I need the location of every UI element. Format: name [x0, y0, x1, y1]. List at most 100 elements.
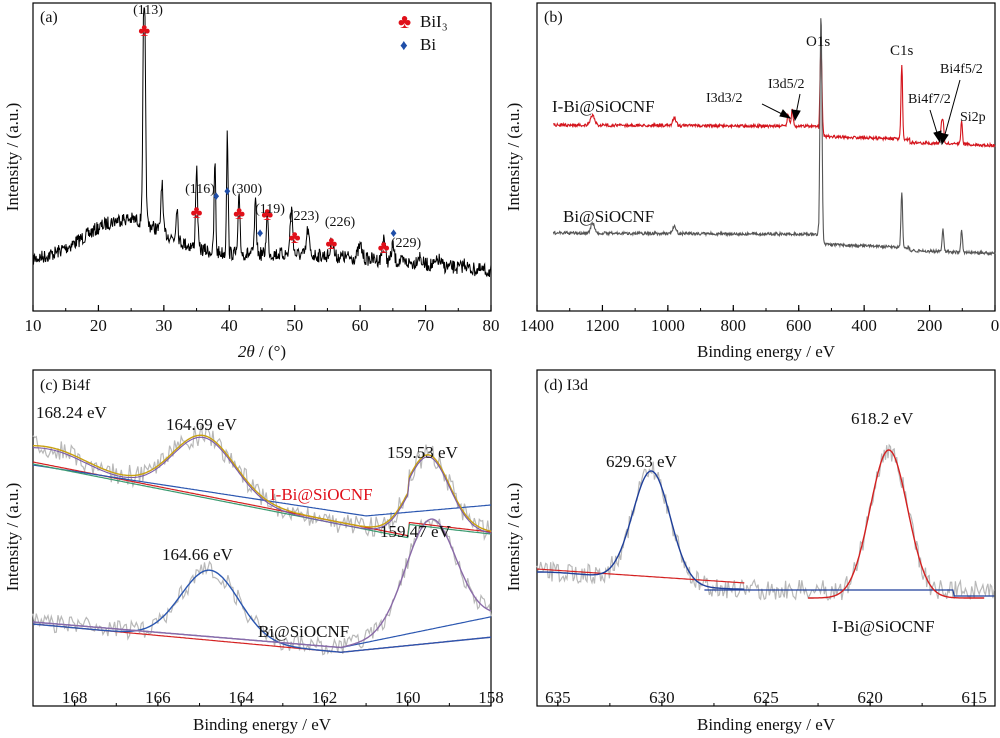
panel-a-x-ticks: 10 20 30 40 50 60 70 80: [25, 305, 500, 335]
x-tick-label: 164: [228, 688, 254, 707]
annot-bi4f52: Bi4f5/2: [940, 62, 983, 77]
panel-d-raw: [536, 443, 995, 602]
bii3-hkl-label: (223): [289, 209, 320, 224]
panel-b-ylabel: Intensity / (a.u.): [504, 103, 523, 212]
bii3-hkl-label: (119): [255, 202, 285, 217]
bii3-club-marker: ♣: [325, 233, 337, 253]
peak-label-164-69: 164.69 eV: [166, 415, 238, 434]
panel-c-fit-i-bi: [33, 434, 492, 532]
panel-c-bg-i-bi-green: [32, 463, 492, 539]
panel-a-legend: ♣ BiI₃ ♦ Bi: [398, 11, 448, 54]
panel-a-xlabel: 2θ / (°): [238, 342, 286, 361]
panel-d-series-label: I-Bi@SiOCNF: [832, 617, 935, 636]
x-tick-label: 1200: [585, 316, 619, 335]
bi-diamond-marker: ♦: [390, 225, 397, 240]
x-tick-label: 400: [851, 316, 877, 335]
bii3-hkl-label: (116): [185, 182, 215, 197]
x-tick-label: 10: [25, 316, 42, 335]
legend-bi-label: Bi: [420, 35, 436, 54]
x-tick-label: 158: [478, 688, 504, 707]
panel-d-fit-peak-618: [808, 449, 985, 599]
x-tick-label: 800: [721, 316, 747, 335]
annot-i3d32: I3d3/2: [706, 91, 743, 106]
x-tick-label: 630: [649, 688, 675, 707]
x-tick-label: 162: [312, 688, 338, 707]
panel-b-series-i-bi: [553, 47, 996, 148]
annot-o1s: O1s: [806, 34, 830, 50]
panel-c-fit-bi-peak2: [32, 518, 492, 649]
panel-d-label: (d) I3d: [544, 377, 588, 394]
panel-a-markers: ♣(113)♣(116)♣(300)♣(119)♣(223)♣(226)♣ (22…: [133, 3, 421, 257]
x-tick-label: 70: [417, 316, 434, 335]
panel-b-xlabel: Binding energy / eV: [697, 342, 836, 361]
x-tick-label: 20: [90, 316, 107, 335]
peak-label-164-66: 164.66 eV: [162, 545, 234, 564]
x-tick-label: 40: [221, 316, 238, 335]
x-tick-label: 30: [155, 316, 172, 335]
annot-i3d52: I3d5/2: [768, 77, 805, 92]
x-tick-label: 80: [483, 316, 500, 335]
bi-diamond-marker: ♦: [213, 188, 220, 203]
panel-c-raw-bi: [32, 518, 492, 656]
panel-d-background-red: [536, 568, 745, 584]
x-tick-label: 635: [545, 688, 571, 707]
panel-d-xlabel: Binding energy / eV: [697, 715, 836, 734]
bii3-club-marker: ♣: [378, 237, 390, 257]
bii3-hkl-label: (229): [391, 236, 422, 251]
bi-diamond-marker: ♦: [224, 183, 231, 198]
peak-label-159-47: 159.47 eV: [380, 522, 452, 541]
panel-b-series-label-i-bi: I-Bi@SiOCNF: [552, 97, 655, 116]
annot-si2p: Si2p: [960, 110, 986, 125]
annot-c1s: C1s: [890, 43, 914, 59]
bii3-club-marker: ♣: [138, 20, 150, 40]
peak-label-159-53: 159.53 eV: [387, 443, 459, 462]
x-tick-label: 60: [352, 316, 369, 335]
x-tick-label: 1000: [651, 316, 685, 335]
bii3-club-marker: ♣: [261, 204, 273, 224]
bii3-club-marker: ♣: [233, 203, 245, 223]
panel-b-series-label-bi: Bi@SiOCNF: [563, 207, 654, 226]
panel-c: (c) Bi4f 168 166 164 162 160 158 Binding ener…: [3, 369, 504, 734]
panel-a-xrd-line: [32, 7, 492, 278]
panel-a-ylabel: Intensity / (a.u.): [3, 103, 22, 212]
x-tick-label: 620: [857, 688, 883, 707]
panel-c-x-ticks: 168 166 164 162 160 158: [62, 688, 504, 707]
panel-a-label: (a): [40, 9, 58, 26]
panel-c-bg-i-bi-blue: [32, 464, 492, 517]
panel-c-ylabel: Intensity / (a.u.): [3, 483, 22, 592]
legend-bii3-label: BiI₃: [420, 12, 448, 31]
panel-d-frame: [536, 369, 996, 707]
panel-d: (d) I3d 635 630 625 620 615 Binding energy /…: [504, 369, 996, 734]
x-tick-label: 168: [62, 688, 88, 707]
peak-label-629-63: 629.63 eV: [606, 452, 678, 471]
x-tick-label: 166: [145, 688, 171, 707]
panel-c-series-label-bi: Bi@SiOCNF: [258, 622, 349, 641]
panel-c-fit-i-bi-inner: [33, 436, 492, 534]
panel-d-ylabel: Intensity / (a.u.): [504, 483, 523, 592]
panel-d-fit-peak-629: [537, 470, 745, 590]
bi-diamond-marker: ♦: [257, 225, 264, 240]
x-tick-label: 50: [286, 316, 303, 335]
x-tick-label: 615: [961, 688, 987, 707]
panel-d-background: [704, 589, 995, 597]
x-tick-label: 600: [786, 316, 812, 335]
bii3-club-marker: ♣: [191, 202, 203, 222]
panel-b-label: (b): [544, 9, 563, 26]
annotation-arrows: [761, 79, 961, 146]
panel-b-series-bi: [552, 18, 996, 257]
panel-c-fit-bi-peak1: [32, 569, 492, 654]
x-tick-label: 625: [753, 688, 779, 707]
panel-c-label: (c) Bi4f: [40, 377, 91, 394]
x-tick-label: 200: [917, 316, 943, 335]
bii3-hkl-label: (300): [232, 182, 263, 197]
annot-bi4f72: Bi4f7/2: [908, 92, 951, 107]
bii3-hkl-label: (113): [133, 3, 163, 18]
peak-label-168-24: 168.24 eV: [36, 403, 108, 422]
panel-c-frame: [32, 369, 492, 707]
panel-d-x-ticks: 635 630 625 620 615: [545, 688, 987, 707]
panel-c-series-label-i-bi: I-Bi@SiOCNF: [270, 485, 373, 504]
x-tick-label: 1400: [520, 316, 554, 335]
legend-club-icon: ♣: [398, 11, 411, 33]
legend-diamond-icon: ♦: [400, 38, 408, 54]
